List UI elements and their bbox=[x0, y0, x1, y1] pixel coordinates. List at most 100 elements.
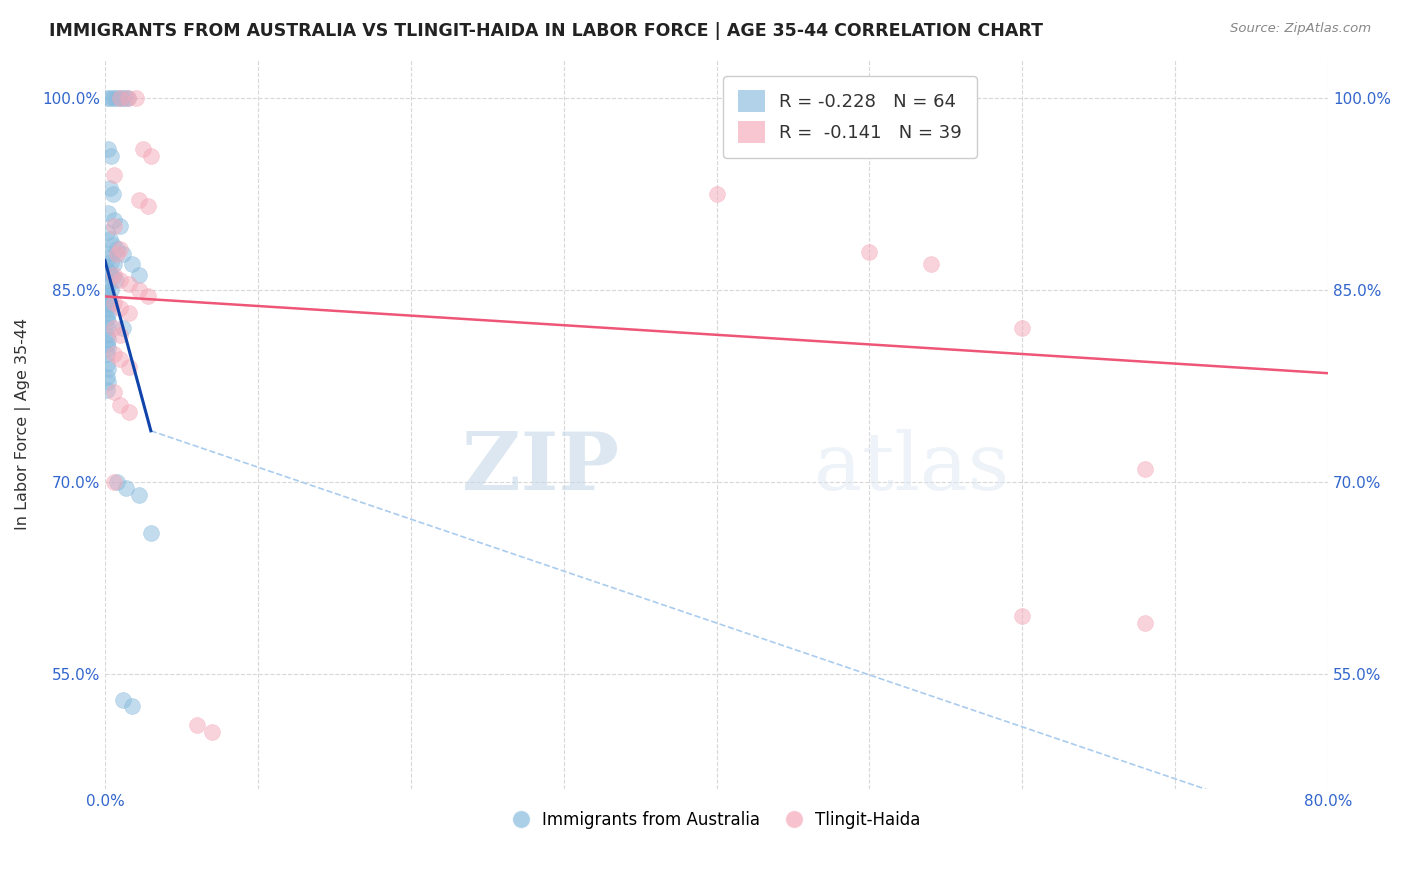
Point bbox=[136, 198, 159, 212]
Text: IMMIGRANTS FROM AUSTRALIA VS TLINGIT-HAIDA IN LABOR FORCE | AGE 35-44 CORRELATIO: IMMIGRANTS FROM AUSTRALIA VS TLINGIT-HAI… bbox=[49, 22, 1043, 40]
Point bbox=[118, 359, 141, 374]
Point bbox=[96, 295, 118, 310]
Point bbox=[111, 91, 134, 105]
Point bbox=[1011, 321, 1033, 335]
Point bbox=[97, 298, 120, 312]
Point bbox=[101, 238, 124, 252]
Point bbox=[101, 270, 124, 285]
Point bbox=[110, 398, 132, 412]
Point bbox=[97, 332, 120, 346]
Point bbox=[96, 327, 118, 342]
Point bbox=[118, 277, 141, 291]
Point bbox=[1133, 615, 1156, 630]
Point bbox=[98, 266, 121, 280]
Point bbox=[96, 226, 118, 240]
Point bbox=[1011, 609, 1033, 624]
Point bbox=[100, 148, 122, 162]
Point bbox=[128, 268, 150, 282]
Point bbox=[128, 194, 150, 208]
Point bbox=[105, 247, 128, 261]
Point bbox=[96, 336, 118, 351]
Point bbox=[96, 285, 118, 300]
Point bbox=[105, 242, 128, 256]
Point bbox=[706, 186, 728, 201]
Point bbox=[139, 526, 162, 541]
Point bbox=[121, 699, 143, 714]
Point bbox=[136, 289, 159, 303]
Point bbox=[112, 321, 135, 335]
Point bbox=[124, 91, 146, 105]
Point bbox=[132, 142, 155, 156]
Point bbox=[97, 315, 120, 329]
Point bbox=[97, 289, 120, 303]
Point bbox=[115, 482, 138, 496]
Text: Source: ZipAtlas.com: Source: ZipAtlas.com bbox=[1230, 22, 1371, 36]
Point bbox=[97, 142, 120, 156]
Point bbox=[100, 255, 122, 269]
Point bbox=[118, 306, 141, 320]
Point bbox=[101, 186, 124, 201]
Point bbox=[103, 347, 125, 361]
Point bbox=[96, 370, 118, 384]
Point bbox=[114, 91, 136, 105]
Point bbox=[121, 257, 143, 271]
Point bbox=[96, 321, 118, 335]
Point bbox=[101, 91, 124, 105]
Point bbox=[97, 306, 120, 320]
Point bbox=[103, 268, 125, 282]
Point bbox=[112, 247, 135, 261]
Point bbox=[110, 91, 132, 105]
Point bbox=[104, 273, 127, 287]
Point bbox=[920, 257, 942, 271]
Point bbox=[98, 91, 121, 105]
Point bbox=[96, 357, 118, 371]
Point bbox=[110, 219, 132, 233]
Point bbox=[103, 385, 125, 400]
Point bbox=[103, 212, 125, 227]
Point bbox=[104, 91, 127, 105]
Point bbox=[98, 232, 121, 246]
Point bbox=[117, 91, 139, 105]
Point bbox=[139, 148, 162, 162]
Point bbox=[112, 692, 135, 706]
Point bbox=[98, 292, 121, 306]
Point bbox=[110, 301, 132, 315]
Point bbox=[105, 475, 128, 489]
Point bbox=[858, 244, 880, 259]
Point bbox=[97, 279, 120, 293]
Y-axis label: In Labor Force | Age 35-44: In Labor Force | Age 35-44 bbox=[15, 318, 31, 531]
Point bbox=[97, 375, 120, 389]
Point bbox=[103, 168, 125, 182]
Point bbox=[97, 206, 120, 220]
Point bbox=[103, 257, 125, 271]
Point bbox=[96, 277, 118, 291]
Point bbox=[96, 311, 118, 326]
Point bbox=[107, 91, 129, 105]
Text: ZIP: ZIP bbox=[461, 429, 619, 508]
Point bbox=[103, 295, 125, 310]
Point bbox=[110, 352, 132, 367]
Point bbox=[128, 488, 150, 502]
Point bbox=[110, 242, 132, 256]
Point bbox=[103, 475, 125, 489]
Point bbox=[103, 321, 125, 335]
Point bbox=[98, 180, 121, 194]
Point bbox=[96, 262, 118, 277]
Point bbox=[117, 91, 139, 105]
Point bbox=[97, 251, 120, 265]
Point bbox=[1133, 462, 1156, 476]
Point bbox=[97, 362, 120, 376]
Point bbox=[110, 327, 132, 342]
Point bbox=[96, 383, 118, 397]
Point bbox=[110, 273, 132, 287]
Point bbox=[100, 283, 122, 297]
Point bbox=[97, 341, 120, 355]
Point bbox=[96, 302, 118, 317]
Legend: Immigrants from Australia, Tlingit-Haida: Immigrants from Australia, Tlingit-Haida bbox=[506, 805, 928, 836]
Point bbox=[186, 718, 208, 732]
Point bbox=[96, 347, 118, 361]
Point bbox=[103, 219, 125, 233]
Point bbox=[128, 283, 150, 297]
Point bbox=[96, 91, 118, 105]
Point bbox=[96, 247, 118, 261]
